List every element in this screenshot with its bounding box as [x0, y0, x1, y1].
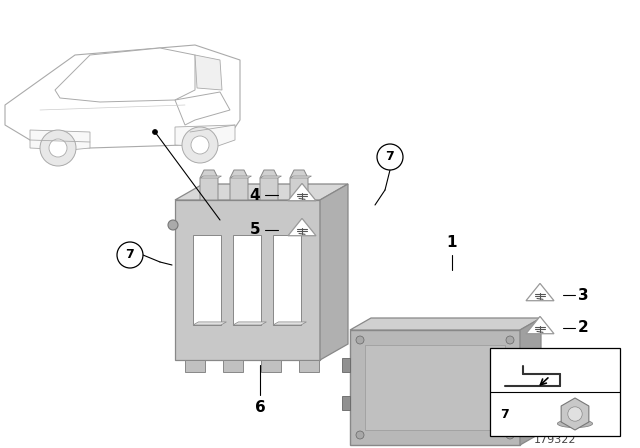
Polygon shape: [185, 360, 205, 372]
Polygon shape: [175, 184, 348, 200]
Polygon shape: [261, 360, 281, 372]
Polygon shape: [30, 130, 90, 150]
Text: 1: 1: [447, 235, 457, 250]
Polygon shape: [288, 183, 316, 201]
Ellipse shape: [557, 420, 593, 427]
Polygon shape: [175, 125, 235, 147]
Polygon shape: [230, 176, 252, 178]
FancyBboxPatch shape: [490, 348, 620, 436]
Polygon shape: [299, 360, 319, 372]
Circle shape: [356, 336, 364, 344]
Polygon shape: [260, 176, 282, 178]
Text: 3: 3: [578, 288, 589, 302]
Polygon shape: [260, 170, 278, 200]
Text: 4: 4: [250, 188, 260, 202]
Circle shape: [191, 136, 209, 154]
Polygon shape: [200, 170, 218, 200]
Text: 179322: 179322: [534, 435, 576, 445]
FancyBboxPatch shape: [365, 345, 505, 430]
Circle shape: [506, 336, 514, 344]
Polygon shape: [193, 322, 227, 325]
Polygon shape: [342, 396, 350, 410]
Polygon shape: [193, 235, 221, 325]
Polygon shape: [230, 170, 248, 200]
Polygon shape: [526, 284, 554, 301]
Circle shape: [117, 242, 143, 268]
Circle shape: [152, 129, 157, 134]
Circle shape: [182, 127, 218, 163]
Polygon shape: [350, 318, 541, 330]
Polygon shape: [273, 235, 301, 325]
Circle shape: [506, 431, 514, 439]
Circle shape: [568, 407, 582, 421]
Polygon shape: [342, 358, 350, 372]
Polygon shape: [175, 200, 320, 360]
Polygon shape: [520, 318, 541, 445]
Polygon shape: [195, 55, 222, 90]
Polygon shape: [290, 170, 308, 200]
Polygon shape: [55, 48, 195, 102]
Text: 6: 6: [255, 400, 266, 415]
Polygon shape: [233, 322, 266, 325]
Polygon shape: [526, 316, 554, 334]
Text: 7: 7: [500, 408, 509, 421]
Polygon shape: [350, 330, 520, 445]
Polygon shape: [233, 235, 261, 325]
Circle shape: [49, 139, 67, 157]
Polygon shape: [200, 176, 221, 178]
Circle shape: [168, 220, 178, 230]
Circle shape: [377, 144, 403, 170]
Polygon shape: [561, 398, 589, 430]
Polygon shape: [273, 322, 307, 325]
Polygon shape: [288, 218, 316, 236]
Polygon shape: [223, 360, 243, 372]
Polygon shape: [175, 92, 230, 125]
Polygon shape: [320, 184, 348, 360]
Polygon shape: [290, 176, 312, 178]
Text: 2: 2: [578, 320, 589, 336]
Polygon shape: [5, 45, 240, 148]
Text: 5: 5: [250, 223, 260, 237]
Text: 7: 7: [386, 151, 394, 164]
Circle shape: [356, 431, 364, 439]
Text: 7: 7: [125, 249, 134, 262]
Circle shape: [40, 130, 76, 166]
